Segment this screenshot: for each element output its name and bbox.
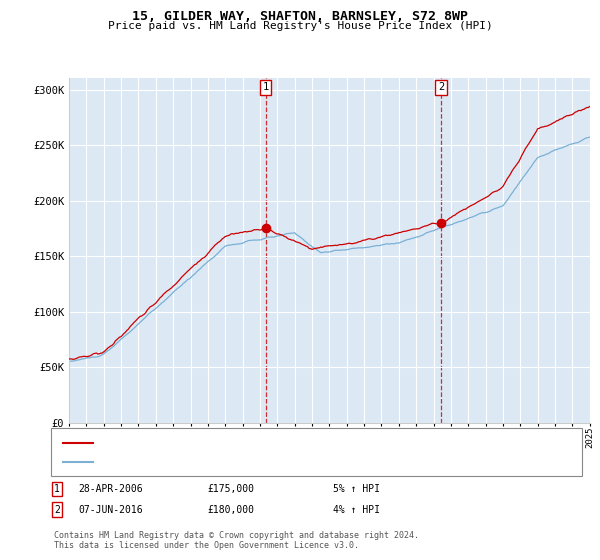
Text: Contains HM Land Registry data © Crown copyright and database right 2024.
This d: Contains HM Land Registry data © Crown c… <box>54 531 419 550</box>
Text: 4% ↑ HPI: 4% ↑ HPI <box>333 505 380 515</box>
Text: 28-APR-2006: 28-APR-2006 <box>78 484 143 494</box>
Text: £175,000: £175,000 <box>207 484 254 494</box>
Text: 5% ↑ HPI: 5% ↑ HPI <box>333 484 380 494</box>
Text: 1: 1 <box>262 82 269 92</box>
Text: 2: 2 <box>54 505 60 515</box>
Text: 07-JUN-2016: 07-JUN-2016 <box>78 505 143 515</box>
Text: 1: 1 <box>54 484 60 494</box>
Text: HPI: Average price, detached house, Barnsley: HPI: Average price, detached house, Barn… <box>97 458 356 467</box>
Text: 2: 2 <box>438 82 445 92</box>
Text: 15, GILDER WAY, SHAFTON, BARNSLEY, S72 8WP: 15, GILDER WAY, SHAFTON, BARNSLEY, S72 8… <box>132 10 468 23</box>
Text: £180,000: £180,000 <box>207 505 254 515</box>
Text: Price paid vs. HM Land Registry's House Price Index (HPI): Price paid vs. HM Land Registry's House … <box>107 21 493 31</box>
Text: 15, GILDER WAY, SHAFTON, BARNSLEY, S72 8WP (detached house): 15, GILDER WAY, SHAFTON, BARNSLEY, S72 8… <box>97 438 444 448</box>
